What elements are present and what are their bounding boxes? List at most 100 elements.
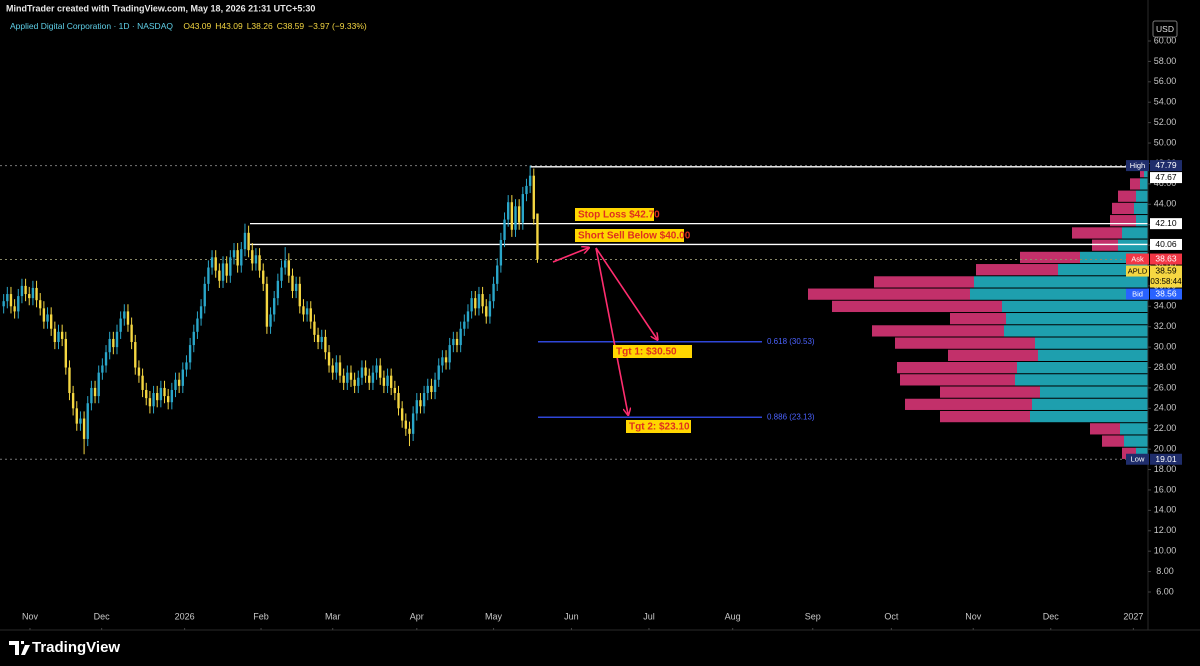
candle-body bbox=[35, 287, 38, 301]
candle-body bbox=[532, 175, 535, 219]
candle-body bbox=[240, 249, 243, 266]
candle-body bbox=[411, 413, 415, 434]
price-badge bbox=[1150, 265, 1182, 288]
candle-body bbox=[379, 365, 382, 378]
profile-down bbox=[832, 300, 1002, 313]
y-tick-label: 60.00 bbox=[1154, 35, 1177, 45]
price-badge-label: 42.10 bbox=[1155, 218, 1177, 228]
candle-body bbox=[243, 232, 247, 250]
profile-up bbox=[1058, 264, 1148, 276]
candle-body bbox=[93, 387, 97, 397]
y-tick-label: 56.00 bbox=[1154, 76, 1177, 86]
candle-body bbox=[159, 387, 163, 401]
candle-body bbox=[382, 377, 386, 386]
candle-body bbox=[232, 250, 236, 258]
candle-body bbox=[390, 375, 393, 388]
candle-body bbox=[75, 408, 78, 424]
candle-body bbox=[221, 263, 225, 281]
candle-body bbox=[276, 280, 280, 299]
candle-body bbox=[298, 283, 301, 307]
tag-box bbox=[1126, 265, 1149, 277]
candle-body bbox=[225, 263, 228, 276]
candle-body bbox=[517, 206, 521, 223]
profile-up bbox=[1144, 166, 1148, 178]
candle-body bbox=[112, 338, 115, 348]
price-badges: 47.79 High 47.67 42.10 40.06 38.63 Ask 38.5903:… bbox=[1126, 160, 1182, 465]
candle-body bbox=[320, 336, 323, 343]
candle-body bbox=[49, 314, 53, 329]
tag-label: Ask bbox=[1131, 254, 1144, 263]
candle-body bbox=[503, 219, 506, 240]
candle-body bbox=[17, 296, 20, 312]
profile-up bbox=[1006, 313, 1148, 325]
price-badge bbox=[1150, 160, 1182, 172]
candle-body bbox=[408, 428, 411, 434]
candle-body bbox=[335, 362, 338, 373]
candle-body bbox=[474, 298, 477, 309]
candle-body bbox=[507, 202, 510, 220]
candle-body bbox=[514, 206, 517, 230]
candle-body bbox=[437, 365, 440, 380]
candle-body bbox=[397, 393, 400, 409]
price-badge bbox=[1150, 172, 1182, 184]
quote-value: 43.09 bbox=[221, 21, 243, 31]
candle-body bbox=[251, 250, 254, 264]
candle-body bbox=[448, 345, 451, 363]
profile-down bbox=[1102, 435, 1124, 447]
tag-box bbox=[1126, 160, 1149, 172]
tag-label: Low bbox=[1131, 455, 1145, 464]
profile-up bbox=[1080, 251, 1148, 264]
candle-body bbox=[415, 400, 418, 414]
candle-body bbox=[71, 393, 75, 409]
profile-up bbox=[974, 276, 1148, 288]
profile-down bbox=[1110, 215, 1136, 227]
candle-body bbox=[57, 331, 60, 343]
x-tick-label: Jul bbox=[643, 611, 655, 621]
candle-body bbox=[481, 294, 484, 307]
annotation-box bbox=[575, 229, 684, 242]
candle-body bbox=[115, 331, 119, 348]
profile-up bbox=[1134, 202, 1148, 215]
candle-body bbox=[324, 336, 327, 353]
profile-down bbox=[1122, 447, 1136, 459]
x-tick-label: Jun bbox=[564, 611, 579, 621]
candle-body bbox=[459, 328, 462, 346]
profile-up bbox=[1030, 410, 1148, 423]
candle-body bbox=[166, 396, 170, 403]
quote-line: Applied Digital Corporation · 1D · NASDA… bbox=[10, 21, 367, 31]
y-tick-label: 32.00 bbox=[1154, 321, 1177, 331]
profile-down bbox=[905, 398, 1032, 410]
candle-body bbox=[42, 308, 46, 322]
profile-down bbox=[808, 288, 970, 300]
candle-body bbox=[214, 257, 217, 271]
x-tick-label: Dec bbox=[1043, 611, 1060, 621]
candle-body bbox=[137, 367, 141, 376]
candle-body bbox=[82, 418, 86, 439]
candle-body bbox=[177, 379, 181, 386]
y-tick-label: 46.00 bbox=[1154, 178, 1177, 188]
arrows bbox=[552, 248, 657, 414]
tag-box bbox=[1126, 453, 1149, 465]
footer: TradingView bbox=[9, 639, 120, 656]
profile-up bbox=[1120, 423, 1148, 435]
candle-body bbox=[496, 265, 499, 284]
y-tick-label: 10.00 bbox=[1154, 546, 1177, 556]
candle-body bbox=[90, 387, 93, 404]
profile-down bbox=[1092, 239, 1118, 251]
candle-body bbox=[68, 367, 71, 394]
quote-change: −3.97 (−9.33%) bbox=[308, 21, 367, 31]
profile-down bbox=[895, 337, 1035, 349]
quote-key: H bbox=[215, 21, 221, 31]
candle-body bbox=[346, 372, 349, 383]
y-tick-label: 30.00 bbox=[1154, 341, 1177, 351]
candle-body bbox=[426, 385, 429, 394]
x-tick-label: Nov bbox=[22, 611, 39, 621]
profile-down bbox=[940, 386, 1040, 398]
candle-body bbox=[338, 362, 342, 376]
price-badge bbox=[1150, 238, 1182, 250]
candle-body bbox=[108, 338, 111, 353]
candle-body bbox=[492, 283, 495, 302]
candle-body bbox=[148, 398, 152, 407]
candle-body bbox=[444, 357, 448, 363]
author-line: MindTrader created with TradingView.com,… bbox=[6, 3, 315, 13]
